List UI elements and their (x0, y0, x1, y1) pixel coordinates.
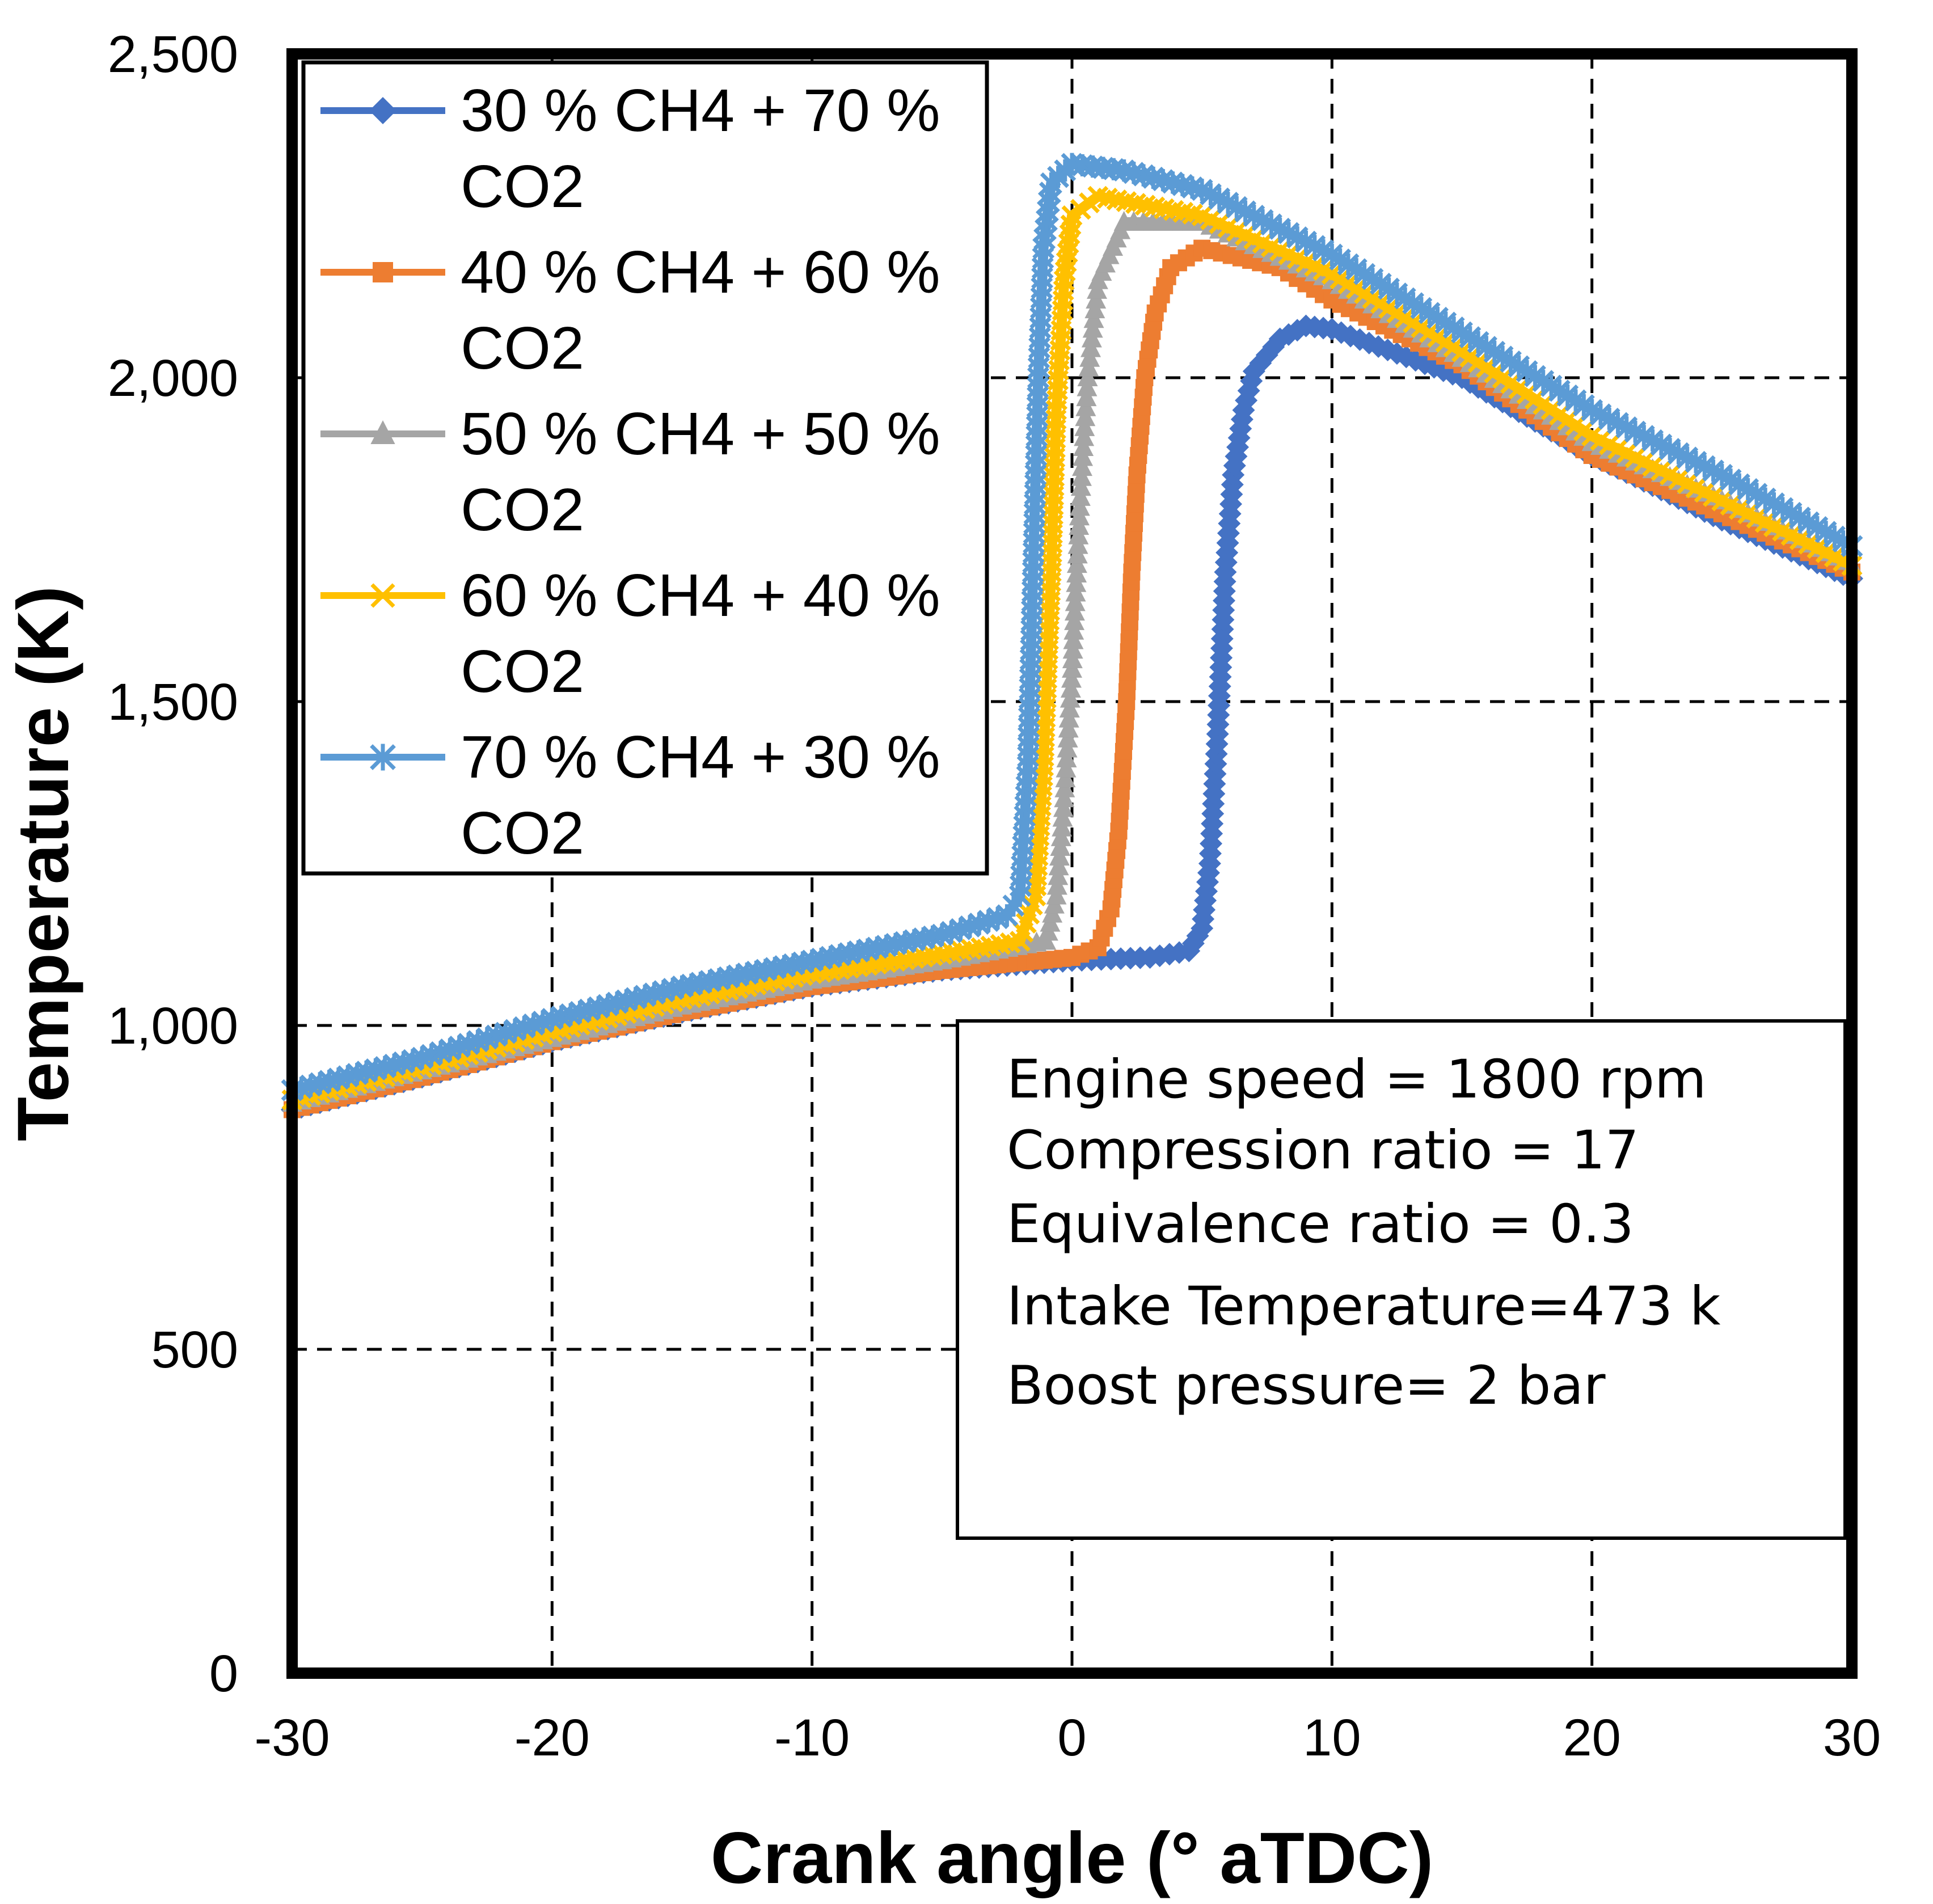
x-tick-label: 10 (1303, 1709, 1361, 1767)
legend-marker (370, 744, 396, 771)
data-point (1071, 456, 1092, 476)
data-point (1054, 787, 1075, 808)
y-tick-label: 0 (209, 1645, 238, 1703)
x-tick-label: 20 (1563, 1709, 1620, 1767)
legend-item: 50 % CH4 + 50 % CO2 (320, 400, 940, 543)
legend-label: 50 % CH4 + 50 % (461, 400, 940, 467)
x-tick-labels: -30 -20 -10 0 10 20 30 (255, 1709, 1881, 1767)
data-point (1077, 376, 1098, 396)
legend-label: CO2 (461, 638, 584, 705)
y-tick-label: 1,000 (108, 997, 238, 1055)
condition-line: Boost pressure= 2 bar (1007, 1355, 1606, 1417)
data-point (1055, 767, 1076, 788)
y-tick-label: 2,000 (108, 349, 238, 407)
condition-line: Intake Temperature=473 k (1007, 1276, 1721, 1337)
data-point (1075, 396, 1096, 416)
data-point (1056, 757, 1077, 778)
legend-item: 60 % CH4 + 40 % CO2 (320, 562, 940, 705)
data-point (1075, 406, 1096, 427)
data-point (1057, 727, 1078, 748)
y-tick-label: 2,500 (108, 26, 238, 83)
y-tick-label: 500 (151, 1321, 239, 1379)
legend-label: CO2 (461, 315, 584, 382)
legend-marker (370, 583, 395, 608)
x-tick-label: -10 (774, 1709, 850, 1767)
legend-item: 30 % CH4 + 70 % CO2 (320, 77, 940, 220)
data-point (1074, 426, 1095, 446)
legend-label: CO2 (461, 153, 584, 220)
data-point (1058, 707, 1079, 728)
data-point (1070, 476, 1091, 496)
data-point (1056, 748, 1077, 768)
legend-box (301, 60, 989, 876)
y-axis-title: Temperature (K) (3, 586, 84, 1141)
data-point (1073, 446, 1094, 466)
data-point (1073, 436, 1094, 456)
legend-label: CO2 (461, 476, 584, 543)
data-point (1060, 678, 1081, 698)
plot-frame (286, 48, 1858, 1679)
condition-line: Equivalence ratio = 0.3 (1007, 1193, 1634, 1255)
series-5 (281, 153, 1863, 1101)
data-point (1076, 386, 1097, 407)
x-tick-label: 30 (1823, 1709, 1881, 1767)
data-point (1060, 687, 1081, 708)
conditions-box-frame (956, 1019, 1847, 1540)
data-point (1054, 777, 1075, 797)
conditions-box: Engine speed = 1800 rpm Compression ratio… (956, 1019, 1847, 1540)
data-point (1061, 668, 1082, 688)
y-tick-label: 1,500 (108, 673, 238, 731)
data-point (1070, 486, 1091, 506)
condition-line: Compression ratio = 17 (1007, 1120, 1639, 1181)
legend-marker (370, 420, 395, 444)
x-tick-label: -30 (255, 1709, 330, 1767)
x-tick-label: 0 (1057, 1709, 1086, 1767)
x-tick-label: -20 (514, 1709, 590, 1767)
x-axis-title: Crank angle (° aTDC) (711, 1818, 1434, 1899)
legend-label: 60 % CH4 + 40 % (461, 562, 940, 629)
legend-marker (373, 262, 393, 282)
series-markers (281, 153, 1863, 1101)
data-point (1074, 416, 1095, 436)
legend-label: 70 % CH4 + 30 % (461, 724, 940, 791)
legend-marker (369, 97, 396, 124)
condition-line: Engine speed = 1800 rpm (1007, 1049, 1707, 1111)
legend-label: CO2 (461, 800, 584, 867)
data-point (1059, 698, 1080, 718)
y-tick-labels: 0 500 1,000 1,500 2,000 2,500 (108, 26, 238, 1703)
legend-item: 40 % CH4 + 60 % CO2 (320, 239, 940, 382)
data-point (1071, 466, 1092, 486)
data-point (1069, 496, 1090, 516)
data-point (1058, 717, 1079, 738)
legend-label: 30 % CH4 + 70 % (461, 77, 940, 144)
legend-item: 70 % CH4 + 30 % CO2 (320, 724, 940, 867)
data-point (1057, 737, 1078, 758)
legend-label: 40 % CH4 + 60 % (461, 239, 940, 306)
